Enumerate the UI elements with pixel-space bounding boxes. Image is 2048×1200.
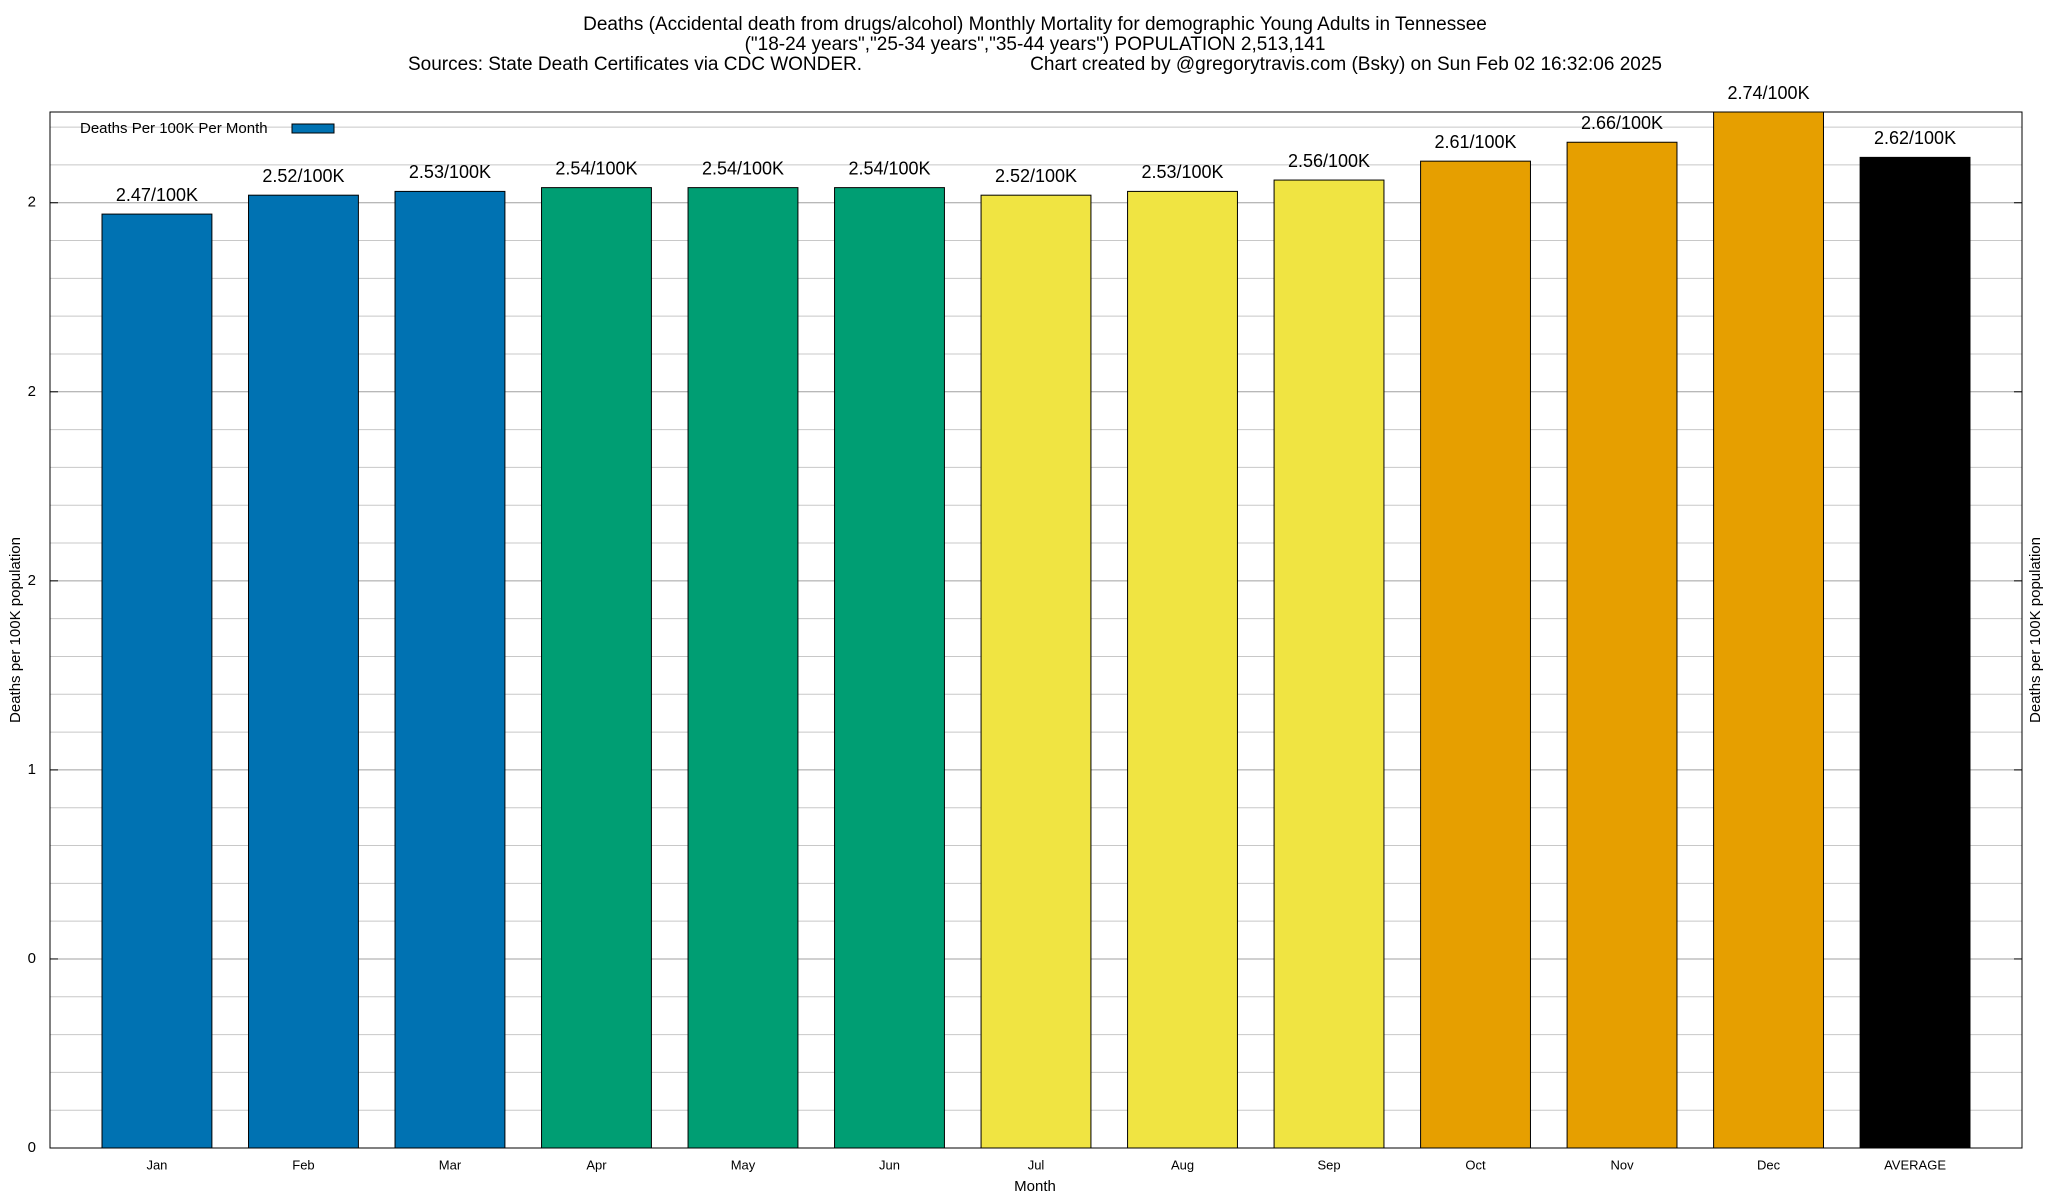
bar	[1713, 111, 1824, 1149]
bar	[1127, 190, 1238, 1149]
y-tick-label: 0	[28, 1139, 36, 1156]
bar	[980, 194, 1092, 1149]
x-tick-label: Dec	[1757, 1157, 1781, 1172]
plot-frame	[49, 111, 2023, 1149]
value-label: 2.62/100K	[1874, 128, 1956, 148]
chart-subtitle: ("18-24 years","25-34 years","35-44 year…	[745, 34, 1326, 55]
value-label: 2.47/100K	[116, 185, 198, 205]
x-axis-label: Month	[1014, 1178, 1056, 1195]
chart-credit: Chart created by @gregorytravis.com (Bsk…	[1030, 54, 1662, 75]
bar	[687, 187, 799, 1149]
y-tick-label: 2	[28, 194, 36, 211]
bar	[1273, 179, 1385, 1149]
value-label: 2.54/100K	[555, 158, 637, 178]
value-label: 2.52/100K	[995, 166, 1077, 186]
bar	[1420, 160, 1531, 1149]
y-tick-label: 1	[28, 761, 36, 778]
bar	[394, 190, 506, 1149]
value-label: 2.53/100K	[1141, 162, 1223, 182]
x-tick-label: Oct	[1465, 1157, 1486, 1172]
x-tick-label: Apr	[586, 1157, 607, 1172]
bar	[541, 187, 652, 1149]
x-tick-label: Mar	[439, 1157, 462, 1172]
x-tick-label: Jul	[1028, 1157, 1045, 1172]
chart-source: Sources: State Death Certificates via CD…	[408, 54, 862, 75]
y-axis-label: Deaths per 100K population	[7, 537, 24, 723]
bar	[1859, 156, 1971, 1149]
x-tick-label: Aug	[1171, 1157, 1194, 1172]
value-label: 2.54/100K	[848, 158, 930, 178]
bar	[248, 194, 359, 1149]
x-tick-label: Sep	[1317, 1157, 1340, 1172]
x-tick-label: AVERAGE	[1884, 1157, 1946, 1172]
value-label: 2.53/100K	[409, 162, 491, 182]
x-tick-label: Feb	[292, 1157, 314, 1172]
legend-label: Deaths Per 100K Per Month	[80, 120, 268, 137]
y-tick-label: 2	[28, 383, 36, 400]
value-label: 2.66/100K	[1581, 113, 1663, 133]
value-label: 2.54/100K	[702, 158, 784, 178]
y2-axis-label: Deaths per 100K population	[2027, 537, 2044, 723]
y-tick-label: 0	[28, 950, 36, 967]
y-tick-label: 2	[28, 572, 36, 589]
value-label: 2.52/100K	[262, 166, 344, 186]
value-label: 2.61/100K	[1434, 132, 1516, 152]
bar	[834, 187, 945, 1149]
value-label: 2.74/100K	[1728, 83, 1810, 103]
x-tick-label: May	[731, 1157, 756, 1172]
x-tick-label: Nov	[1610, 1157, 1634, 1172]
legend-swatch	[291, 123, 335, 134]
bar	[101, 213, 213, 1149]
x-tick-label: Jun	[879, 1157, 900, 1172]
x-tick-label: Jan	[146, 1157, 167, 1172]
chart-title: Deaths (Accidental death from drugs/alco…	[583, 14, 1487, 35]
bar	[1566, 141, 1678, 1149]
value-label: 2.56/100K	[1288, 151, 1370, 171]
